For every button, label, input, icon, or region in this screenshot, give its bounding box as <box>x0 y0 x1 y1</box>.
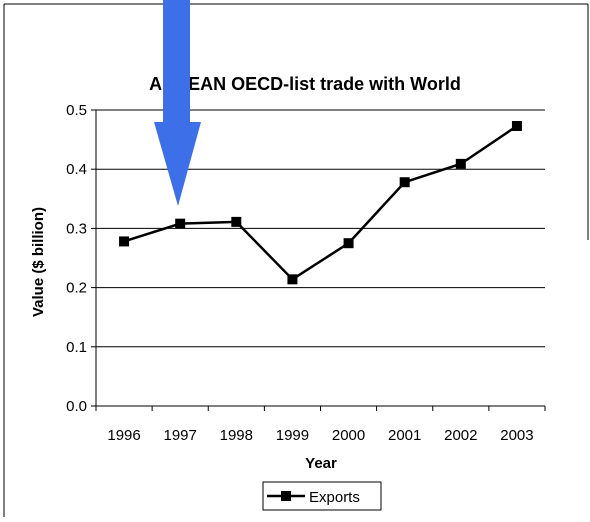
series-layer <box>119 120 522 285</box>
x-tick-label: 2003 <box>500 427 533 444</box>
x-tick-label: 2000 <box>332 427 365 444</box>
series-line <box>123 124 518 281</box>
x-axis-label: Year <box>305 455 337 472</box>
x-tick-label: 1996 <box>107 427 140 444</box>
y-axis-label: Value ($ billion) <box>30 207 47 317</box>
annotation-arrow <box>154 0 201 206</box>
y-tick-label: 0.1 <box>66 339 87 356</box>
y-tick-label: 0.2 <box>66 280 87 297</box>
data-point <box>455 158 466 169</box>
legend-label: Exports <box>309 489 360 506</box>
data-point <box>231 216 242 227</box>
x-tick-label: 1998 <box>220 427 253 444</box>
y-tick-label: 0.4 <box>66 161 87 178</box>
y-axis: 0.0 0.1 0.2 0.3 0.4 0.5 <box>66 102 97 415</box>
data-point <box>399 177 410 188</box>
y-tick-label: 0.5 <box>66 102 87 119</box>
legend-marker <box>281 491 291 501</box>
data-point <box>511 120 522 131</box>
x-axis: 1996 1997 1998 1999 2000 2001 2002 2003 <box>95 405 546 444</box>
data-point <box>119 236 130 247</box>
x-tick-label: 1999 <box>276 427 309 444</box>
data-point <box>287 274 298 285</box>
chart-title: ANDEAN OECD-list trade with World <box>149 74 461 94</box>
y-tick-label: 0.0 <box>66 398 87 415</box>
legend: Exports <box>262 481 382 511</box>
arrow-icon <box>154 0 201 206</box>
x-tick-label: 2001 <box>388 427 421 444</box>
x-tick-label: 1997 <box>164 427 197 444</box>
y-tick-label: 0.3 <box>66 220 87 237</box>
data-point <box>343 238 354 249</box>
x-tick-label: 2002 <box>444 427 477 444</box>
data-point <box>175 218 186 229</box>
